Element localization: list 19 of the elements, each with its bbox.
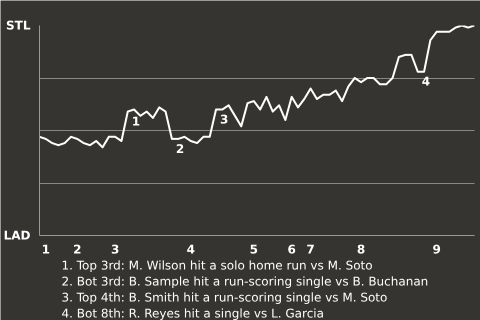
annotation: 1 xyxy=(132,114,140,129)
annotation: 3 xyxy=(220,112,228,126)
x-tick-label: 7 xyxy=(306,242,315,256)
x-tick-label: 4 xyxy=(186,242,195,256)
x-tick-label: 5 xyxy=(250,242,258,256)
text: STL xyxy=(6,18,31,32)
x-tick-label: 3 xyxy=(110,242,120,256)
text: 4. Bot 8th: R. Reyes hit a single vs L. Garcia xyxy=(62,306,324,320)
x-tick-label: 8 xyxy=(356,242,366,256)
x-tick-label: 9 xyxy=(432,242,441,256)
text: 2. Bot 3rd: B. Sample hit a run-scoring single vs B. Buchanan xyxy=(62,274,428,288)
x-tick-label: 1 xyxy=(42,242,50,256)
annotation: 4 xyxy=(422,74,430,89)
x-tick-label: 2 xyxy=(73,242,82,256)
text: 1. Top 3rd: M. Wilson hit a solo home run vs M. Soto xyxy=(62,258,373,272)
annotation: 2 xyxy=(176,142,184,156)
text: LAD xyxy=(4,228,31,242)
x-tick-label: 6 xyxy=(288,242,296,256)
text: 3. Top 4th: B. Smith hit a run-scoring single vs M. Soto xyxy=(62,290,388,304)
